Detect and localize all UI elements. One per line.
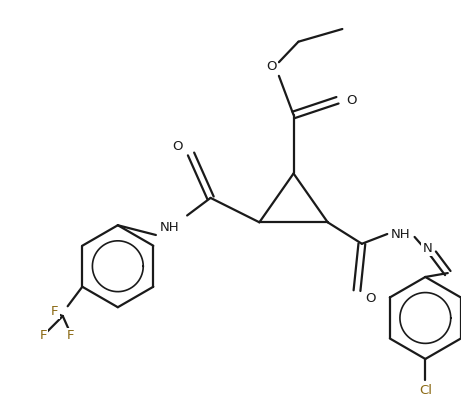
Text: F: F [51, 304, 59, 318]
Text: N: N [423, 242, 432, 255]
Text: NH: NH [160, 221, 179, 234]
Text: O: O [266, 60, 276, 73]
Text: O: O [365, 292, 376, 305]
Text: O: O [346, 94, 356, 107]
Text: Cl: Cl [419, 384, 432, 397]
Text: NH: NH [391, 227, 411, 241]
Text: F: F [40, 329, 47, 342]
Text: F: F [67, 329, 74, 342]
Text: O: O [172, 140, 183, 153]
